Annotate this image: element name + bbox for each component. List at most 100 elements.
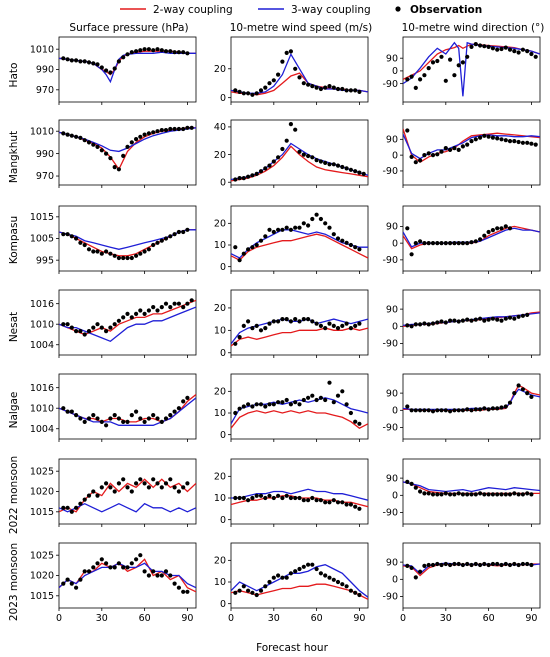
obs-point <box>344 240 349 245</box>
obs-point <box>82 419 87 424</box>
obs-point <box>185 227 190 232</box>
obs-point <box>409 154 414 159</box>
obs-point <box>163 481 169 486</box>
obs-point <box>499 137 504 142</box>
series-2way-line <box>231 327 368 347</box>
obs-point <box>361 171 366 176</box>
panel-frame <box>230 458 369 525</box>
obs-point <box>121 419 126 424</box>
y-tick-label: 10 <box>214 577 226 588</box>
panel-2022-monsoon-wind-speed: 0 10 20 <box>214 458 369 527</box>
obs-point <box>507 139 513 144</box>
obs-point <box>129 50 134 55</box>
y-tick-label: 90 <box>386 222 398 233</box>
obs-point <box>108 70 113 75</box>
panel-frame <box>402 373 541 440</box>
obs-point <box>151 569 156 574</box>
obs-point <box>237 335 242 340</box>
obs-point <box>357 170 362 175</box>
obs-point <box>465 241 470 246</box>
obs-point <box>293 569 298 574</box>
obs-point <box>439 54 444 59</box>
obs-point <box>465 561 470 567</box>
obs-point <box>327 225 332 230</box>
series-3way-line <box>59 51 196 84</box>
obs-point <box>293 127 298 132</box>
plot-area <box>231 562 368 600</box>
y-tick-label: 1004 <box>30 340 54 351</box>
obs-point <box>108 156 113 161</box>
col-title-wind-direction: 10-metre wind direction (°) <box>402 22 545 34</box>
obs-point <box>172 232 177 237</box>
obs-point <box>185 125 190 130</box>
obs-point <box>413 408 418 413</box>
obs-point <box>125 311 130 316</box>
obs-point <box>422 491 427 496</box>
obs-point <box>335 393 341 398</box>
legend-obs-swatch <box>395 6 401 12</box>
obs-point <box>155 129 160 134</box>
obs-point <box>108 565 113 570</box>
obs-point <box>250 245 255 250</box>
obs-point <box>413 85 418 90</box>
obs-point <box>439 319 444 324</box>
plot-area <box>403 311 540 329</box>
obs-point <box>405 323 410 328</box>
obs-point <box>456 147 461 152</box>
y-tick-label: 0 <box>392 406 398 417</box>
obs-point <box>314 85 319 90</box>
x-tick-label: 60 <box>483 613 495 624</box>
obs-point <box>65 322 70 327</box>
y-tick-label: 10 <box>214 240 226 251</box>
obs-point <box>241 91 246 96</box>
x-tick-label: 30 <box>96 613 108 624</box>
obs-point <box>91 61 96 66</box>
panel-frame <box>58 119 197 186</box>
obs-point <box>465 492 470 497</box>
obs-point <box>168 305 173 310</box>
y-tick-label: 0 <box>220 348 226 359</box>
obs-point <box>318 86 323 92</box>
obs-point <box>469 408 474 413</box>
obs-point <box>95 249 100 254</box>
obs-point <box>258 588 264 593</box>
obs-point <box>280 146 285 152</box>
legend-2way-label: 2-way coupling <box>153 4 233 16</box>
obs-point <box>473 407 478 412</box>
obs-point <box>482 406 487 411</box>
obs-point <box>418 322 423 327</box>
panel-frame <box>58 458 197 525</box>
obs-point <box>335 326 341 331</box>
obs-point <box>267 227 272 232</box>
obs-point <box>138 308 143 313</box>
obs-point <box>241 251 246 256</box>
obs-point <box>250 590 255 595</box>
obs-point <box>348 326 353 331</box>
obs-point <box>284 397 289 403</box>
obs-point <box>86 60 92 65</box>
obs-point <box>82 332 87 337</box>
x-tick-label: 0 <box>400 613 406 624</box>
obs-point <box>306 395 311 400</box>
obs-point <box>314 397 319 403</box>
obs-point <box>297 319 302 324</box>
obs-point <box>86 493 92 498</box>
obs-point <box>121 315 126 320</box>
obs-point <box>439 241 444 246</box>
obs-point <box>129 315 134 320</box>
obs-point <box>155 481 160 486</box>
obs-point <box>344 502 349 507</box>
obs-point <box>456 408 461 413</box>
obs-point <box>486 562 491 568</box>
obs-point <box>439 492 444 497</box>
obs-point <box>473 42 478 47</box>
obs-point <box>516 492 521 497</box>
obs-point <box>112 322 117 327</box>
obs-point <box>422 153 427 158</box>
obs-point <box>478 237 483 242</box>
obs-point <box>69 325 74 330</box>
obs-point <box>250 326 255 331</box>
obs-point <box>263 234 268 239</box>
obs-point <box>168 234 173 239</box>
obs-point <box>271 575 276 580</box>
